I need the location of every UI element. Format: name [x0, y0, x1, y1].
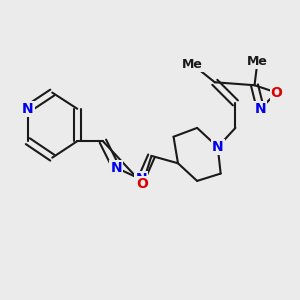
Text: N: N [255, 102, 266, 116]
Text: N: N [22, 102, 34, 116]
Text: O: O [137, 177, 148, 191]
Text: Me: Me [247, 55, 268, 68]
Text: O: O [271, 85, 283, 100]
Text: N: N [212, 140, 224, 154]
Text: Me: Me [182, 58, 203, 71]
Text: N: N [135, 172, 147, 186]
Text: N: N [110, 161, 122, 175]
